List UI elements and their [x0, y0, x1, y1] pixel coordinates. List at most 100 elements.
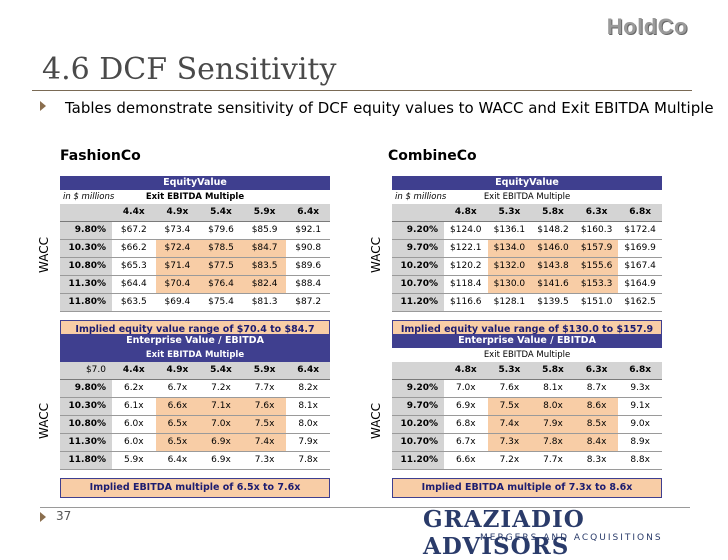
column-header: 6.4x [297, 207, 320, 217]
value-cell: 6.8x [455, 419, 476, 429]
wacc-cell: 10.80% [60, 258, 112, 275]
table-row: 11.80% 5.9x 6.4x 6.9x 7.3x 7.8x [60, 452, 330, 470]
value-cell: $124.0 [450, 225, 482, 235]
wacc-cell: 11.20% [392, 452, 444, 469]
value-cell: 6.6x [455, 455, 476, 465]
value-cell: $120.2 [450, 261, 482, 271]
value-cell: 7.2x [211, 383, 231, 393]
unit-label: in $ millions [63, 192, 115, 202]
wacc-cell: 9.80% [60, 222, 112, 239]
column-header: 4.4x [122, 207, 145, 217]
column-header: 5.8x [542, 207, 564, 217]
value-cell: $164.9 [624, 279, 656, 289]
value-cell-highlighted: $76.4 [199, 276, 243, 293]
column-header: 4.9x [166, 207, 189, 217]
table-title: EquityValue [392, 176, 662, 190]
value-cell-highlighted: $134.0 [487, 240, 532, 257]
value-cell-highlighted: $84.7 [242, 240, 287, 257]
table-row: 9.20% 7.0x 7.6x 8.1x 8.7x 9.3x [392, 380, 662, 398]
column-header: 5.4x [210, 207, 232, 217]
implied-range-footer: Implied EBITDA multiple of 6.5x to 7.6x [60, 478, 330, 498]
value-cell-highlighted: 8.4x [574, 434, 619, 451]
wacc-cell: 9.20% [392, 222, 444, 239]
value-cell-highlighted: 6.6x [155, 398, 200, 415]
wacc-cell: 9.70% [392, 240, 444, 257]
table-row: 9.70% 6.9x 7.5x 8.0x 8.6x 9.1x [392, 398, 662, 416]
table-row: 10.30% $66.2 $72.4 $78.5 $84.7 $90.8 [60, 240, 330, 258]
value-cell: 6.1x [123, 401, 144, 411]
value-cell: 9.3x [630, 383, 650, 393]
table-row: 10.80% $65.3 $71.4 $77.5 $83.5 $89.6 [60, 258, 330, 276]
wacc-cell: 11.30% [60, 434, 112, 451]
table-row: 10.80% 6.0x 6.5x 7.0x 7.5x 8.0x [60, 416, 330, 434]
value-cell: $75.4 [208, 297, 234, 307]
value-cell: $89.6 [295, 261, 322, 271]
value-cell: 8.1x [298, 401, 318, 411]
axis-label-multiple: Exit EBITDA Multiple [145, 350, 245, 360]
value-cell: $169.9 [624, 243, 656, 253]
value-cell-highlighted: 7.3x [487, 434, 532, 451]
value-cell-highlighted: $83.5 [242, 258, 287, 275]
column-header: 6.8x [629, 365, 652, 375]
value-cell-highlighted: $157.9 [574, 240, 619, 257]
column-header: 6.3x [585, 207, 608, 217]
table-fashionco-equity: EquityValue in $ millions Exit EBITDA Mu… [60, 176, 330, 340]
value-cell-highlighted: 7.5x [487, 398, 532, 415]
value-cell-highlighted: $141.6 [531, 276, 575, 293]
implied-range-footer: Implied EBITDA multiple of 7.3x to 8.6x [392, 478, 662, 498]
value-cell: $151.0 [580, 297, 613, 307]
table-row: 10.70% 6.7x 7.3x 7.8x 8.4x 8.9x [392, 434, 662, 452]
value-cell: $63.5 [120, 297, 147, 307]
value-cell-highlighted: 7.5x [242, 416, 287, 433]
value-cell: 9.1x [630, 401, 650, 411]
value-cell: $65.3 [120, 261, 147, 271]
value-cell-highlighted: 7.4x [487, 416, 532, 433]
value-cell-highlighted: $70.4 [155, 276, 200, 293]
column-header: 5.9x [253, 365, 276, 375]
value-cell: $160.3 [580, 225, 613, 235]
value-cell-highlighted: $82.4 [242, 276, 287, 293]
table-row: 9.70% $122.1 $134.0 $146.0 $157.9 $169.9 [392, 240, 662, 258]
value-cell: $128.1 [493, 297, 526, 307]
value-cell-highlighted: $72.4 [155, 240, 200, 257]
value-cell: 6.4x [167, 455, 188, 465]
wacc-cell: 10.70% [392, 434, 444, 451]
value-cell: $167.4 [624, 261, 656, 271]
column-header: 4.8x [454, 365, 477, 375]
bullet-arrow-icon [40, 101, 46, 111]
table-subheader: Exit EBITDA Multiple [392, 348, 662, 362]
column-header: 4.4x [122, 365, 145, 375]
table-row: 11.80% $63.5 $69.4 $75.4 $81.3 $87.2 [60, 294, 330, 312]
value-cell: $172.4 [624, 225, 656, 235]
unit-label: in $ millions [395, 192, 447, 202]
value-cell: 6.7x [455, 437, 476, 447]
axis-label-multiple: Exit EBITDA Multiple [483, 350, 571, 360]
value-cell-highlighted: $130.0 [487, 276, 532, 293]
wacc-axis-label: WACC [369, 237, 383, 273]
value-cell: 6.7x [167, 383, 188, 393]
column-header: 5.4x [210, 365, 232, 375]
value-cell: 9.0x [630, 419, 650, 429]
value-cell: 8.2x [298, 383, 318, 393]
value-cell-highlighted: $146.0 [531, 240, 575, 257]
corner-cell: $7.0 [85, 365, 106, 375]
value-cell-highlighted: 8.5x [574, 416, 619, 433]
axis-label-multiple: Exit EBITDA Multiple [145, 192, 245, 202]
wacc-cell: 9.80% [60, 380, 112, 397]
value-cell-highlighted: $155.6 [574, 258, 619, 275]
wacc-cell: 11.20% [392, 294, 444, 311]
value-cell: $69.4 [164, 297, 191, 307]
table-row: 11.20% 6.6x 7.2x 7.7x 8.3x 8.8x [392, 452, 662, 470]
value-cell-highlighted: $132.0 [487, 258, 532, 275]
page-arrow-icon [40, 512, 46, 522]
corner-cell [392, 362, 444, 379]
value-cell-highlighted: 7.1x [199, 398, 243, 415]
value-cell: $136.1 [493, 225, 526, 235]
value-cell: $88.4 [295, 279, 322, 289]
table-subheader: in $ millions Exit EBITDA Multiple [60, 190, 330, 204]
footer-divider [40, 507, 690, 508]
wacc-cell: 9.20% [392, 380, 444, 397]
corner-cell [392, 204, 444, 221]
column-header: 6.3x [585, 365, 608, 375]
table-combineco-ev-ebitda: Enterprise Value / EBITDA Exit EBITDA Mu… [392, 334, 662, 498]
